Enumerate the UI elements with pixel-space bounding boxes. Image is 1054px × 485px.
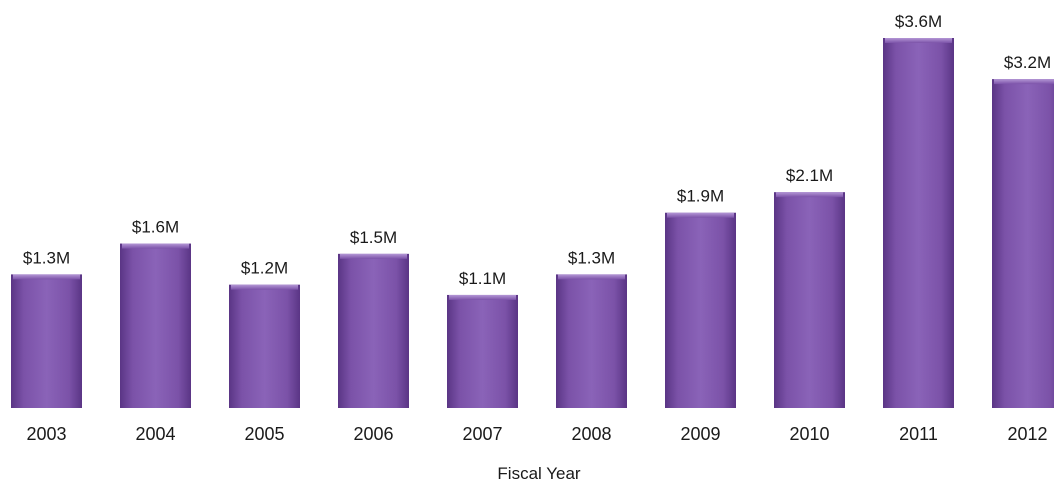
x-tick-label-2005: 2005 <box>244 424 284 444</box>
x-tick-label-2003: 2003 <box>26 424 66 444</box>
x-axis-title: Fiscal Year <box>497 464 580 483</box>
bar-2008 <box>556 274 627 408</box>
bar-2004 <box>120 243 191 408</box>
value-label-2007: $1.1M <box>459 269 506 288</box>
bar-2012 <box>992 79 1054 408</box>
value-label-2011: $3.6M <box>895 12 942 31</box>
bar-2005 <box>229 284 300 408</box>
bar-2007 <box>447 294 518 408</box>
value-label-2003: $1.3M <box>23 248 70 267</box>
bar-2011 <box>883 38 954 408</box>
bar-highlight-2009 <box>667 212 734 218</box>
value-label-2006: $1.5M <box>350 228 397 247</box>
bar-highlight-2007 <box>449 294 516 300</box>
x-tick-label-2004: 2004 <box>135 424 175 444</box>
bar-highlight-2005 <box>231 284 298 290</box>
x-tick-label-2010: 2010 <box>789 424 829 444</box>
value-label-2004: $1.6M <box>132 218 179 237</box>
value-label-2010: $2.1M <box>786 166 833 185</box>
bars-group <box>11 38 1054 408</box>
bar-highlight-2011 <box>885 38 952 43</box>
x-tick-label-2006: 2006 <box>353 424 393 444</box>
bar-2003 <box>11 274 82 408</box>
bar-highlight-2010 <box>776 192 843 198</box>
bar-highlight-2003 <box>13 274 80 280</box>
x-tick-label-2008: 2008 <box>571 424 611 444</box>
x-tick-label-2009: 2009 <box>680 424 720 444</box>
value-label-2005: $1.2M <box>241 259 288 278</box>
bar-highlight-2006 <box>340 253 407 259</box>
x-tick-label-2012: 2012 <box>1007 424 1047 444</box>
bar-highlight-2008 <box>558 274 625 280</box>
x-tick-label-2011: 2011 <box>899 424 938 444</box>
bar-2009 <box>665 212 736 408</box>
bar-2006 <box>338 253 409 408</box>
bar-2010 <box>774 192 845 408</box>
value-label-2012: $3.2M <box>1004 53 1051 72</box>
bar-highlight-2012 <box>994 79 1054 85</box>
value-labels-group: $1.3M $1.6M $1.2M $1.5M $1.1M $1.3M $1.9M $2.1M… <box>23 12 1051 288</box>
x-tick-label-2007: 2007 <box>462 424 502 444</box>
x-tick-labels-group: 2003 2004 2005 2006 2007 2008 2009 2010 2011 2012 <box>26 424 1047 444</box>
bar-highlight-2004 <box>122 243 189 249</box>
value-label-2008: $1.3M <box>568 248 615 267</box>
value-label-2009: $1.9M <box>677 187 724 206</box>
